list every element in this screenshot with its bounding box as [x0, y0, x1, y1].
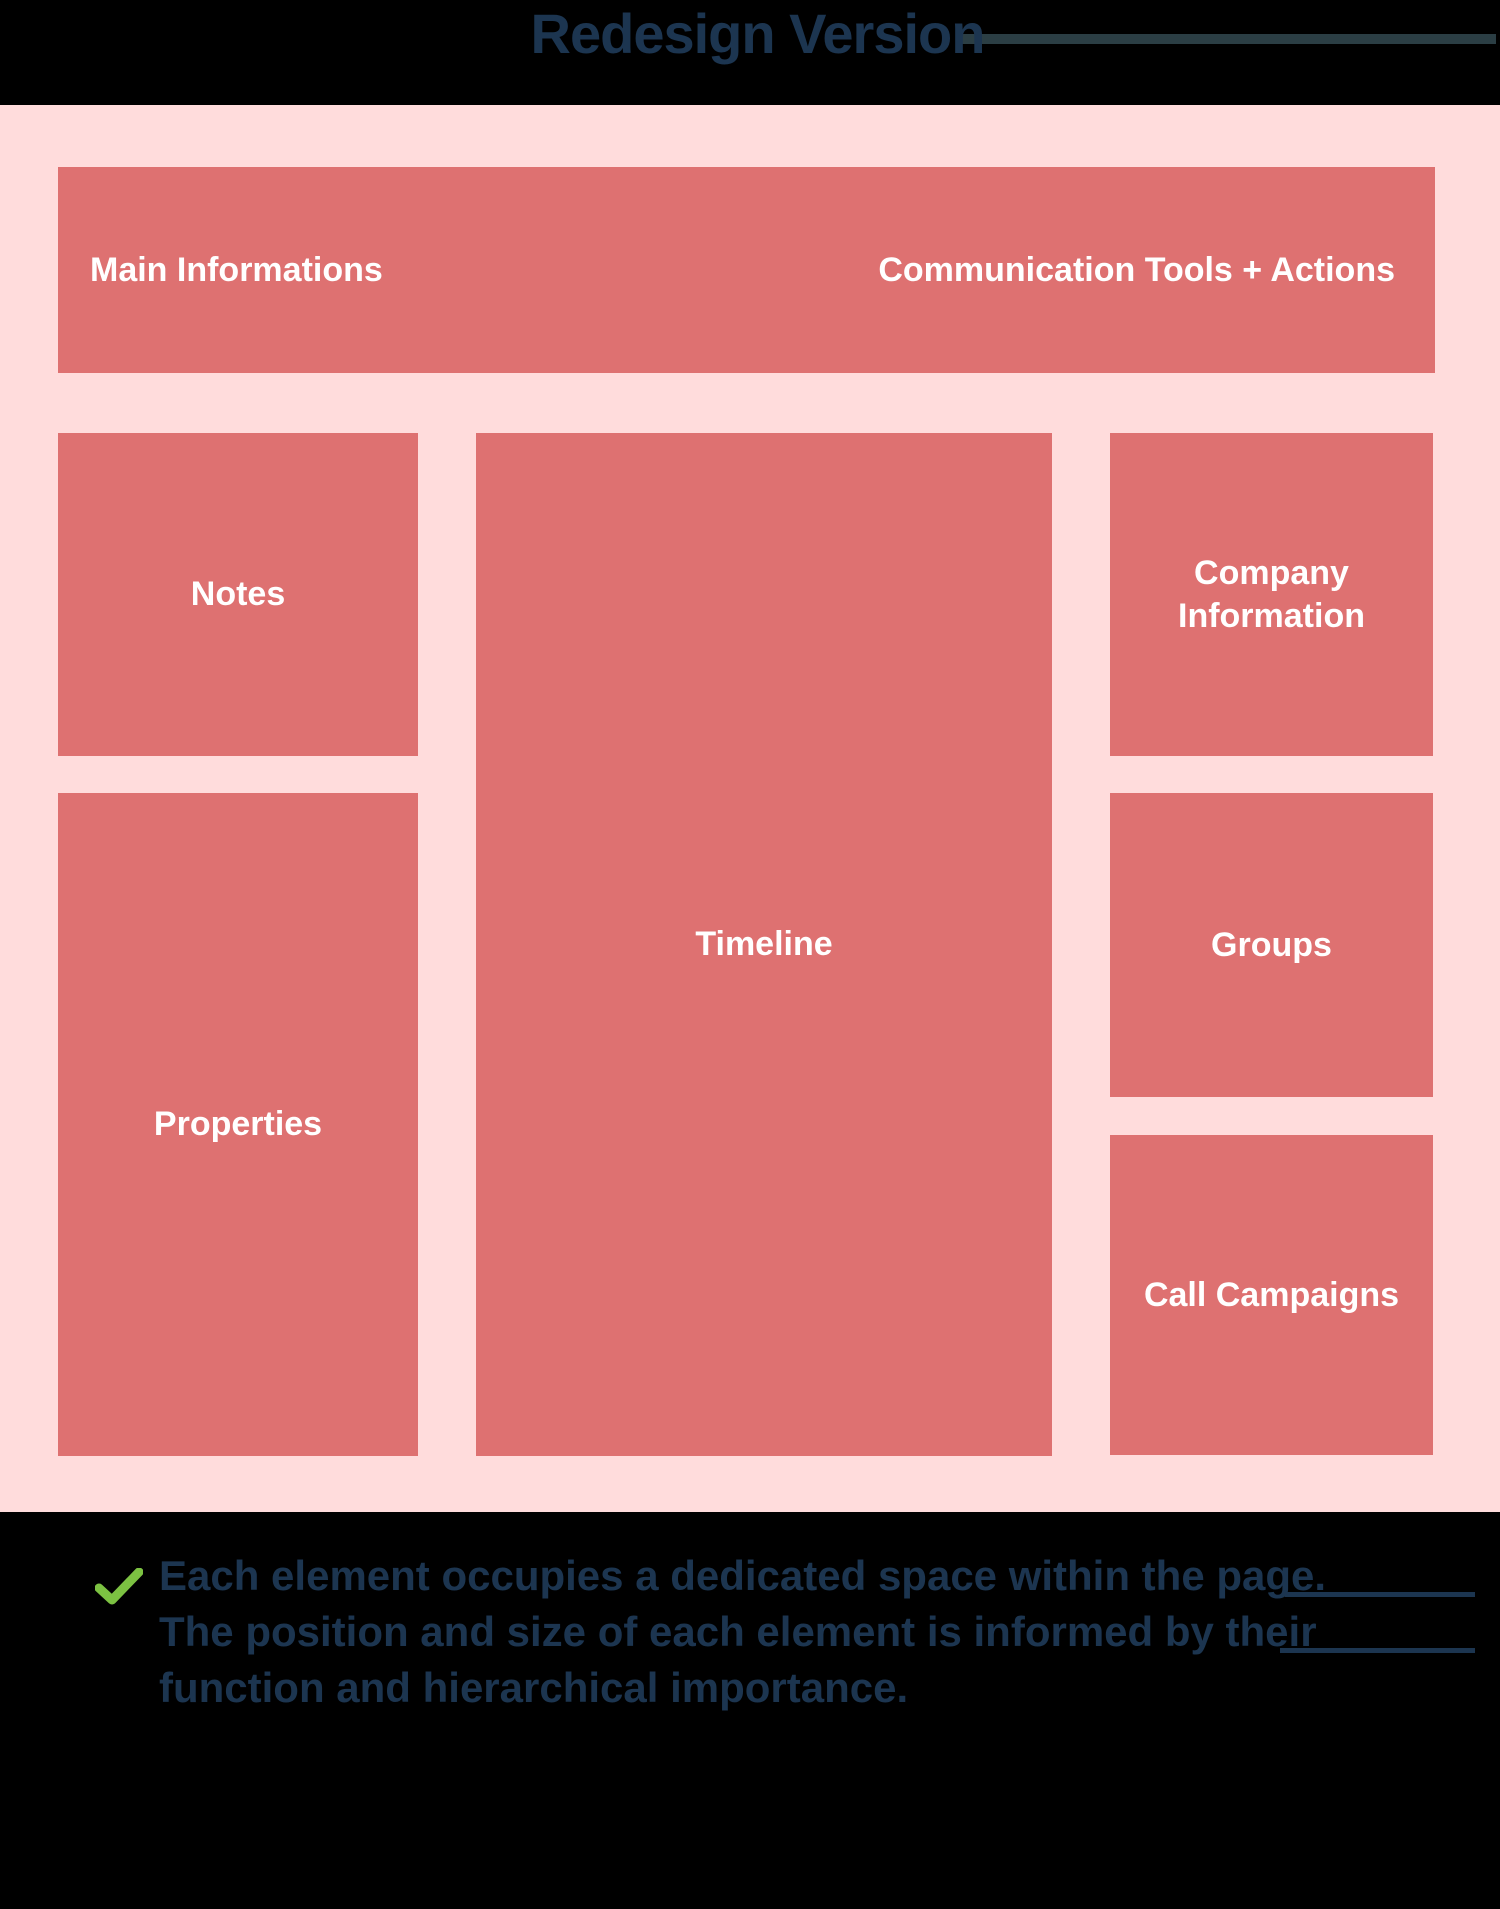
- page-title: Redesign Version: [530, 2, 986, 65]
- call-campaigns-label: Call Campaigns: [1143, 1275, 1400, 1314]
- properties-label: Properties: [153, 1105, 323, 1143]
- footer-line-2: The position and size of each element is…: [159, 1608, 1317, 1655]
- timeline-label: Timeline: [695, 925, 833, 963]
- notes-label: Notes: [190, 575, 286, 613]
- communication-tools-label: Communication Tools + Actions: [878, 250, 1395, 289]
- footer-line-3: function and hierarchical importance.: [159, 1664, 909, 1711]
- groups-block: Groups: [1110, 793, 1433, 1097]
- notes-block: Notes: [58, 433, 418, 756]
- header-block: Main Informations Communication Tools + …: [58, 167, 1435, 373]
- main-informations-label: Main Informations: [90, 250, 383, 289]
- footer-text: Each element occupies a dedicated space …: [159, 1548, 1419, 1716]
- groups-label: Groups: [1211, 925, 1332, 964]
- title-rule: [960, 34, 1496, 44]
- checkmark-icon: [95, 1568, 143, 1605]
- timeline-block: Timeline: [476, 433, 1052, 1456]
- wireframe-canvas: Main Informations Communication Tools + …: [0, 105, 1500, 1512]
- footer-note: Each element occupies a dedicated space …: [95, 1548, 1475, 1728]
- call-campaigns-block: Call Campaigns: [1110, 1135, 1433, 1455]
- footer-line-1: Each element occupies a dedicated space …: [159, 1552, 1327, 1599]
- footer-rule-1: [1285, 1592, 1475, 1597]
- company-information-label: Company Information: [1178, 553, 1365, 635]
- company-information-block: Company Information: [1110, 433, 1433, 756]
- footer-rule-2: [1280, 1648, 1475, 1653]
- properties-block: Properties: [58, 793, 418, 1456]
- page-title-bar: Redesign Version: [0, 0, 1500, 70]
